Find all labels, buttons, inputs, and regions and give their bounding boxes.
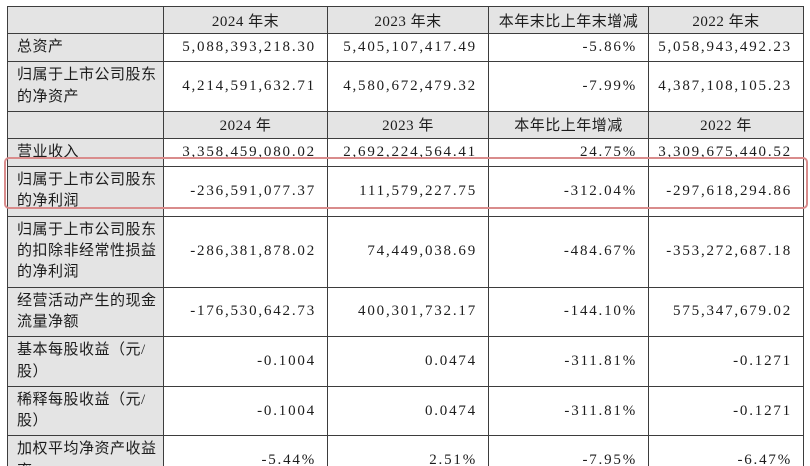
value-cell: 0.0474: [327, 336, 489, 387]
column-header-cell: 本年末比上年末增减: [488, 6, 649, 34]
value-cell: -7.99%: [488, 61, 649, 112]
row-label-cell: 基本每股收益（元/股）: [7, 336, 164, 387]
value-cell: -311.81%: [488, 336, 649, 387]
value-cell: -176,530,642.73: [163, 286, 328, 338]
value-cell: 3,309,675,440.52: [648, 137, 804, 168]
value-cell: -286,381,878.02: [163, 215, 328, 288]
value-cell: 2,692,224,564.41: [327, 137, 489, 168]
corner-cell: [7, 6, 164, 34]
row-label-cell: 加权平均净资产收益率: [7, 435, 164, 466]
row-label-cell: 营业收入: [7, 137, 164, 168]
table-row-basic-eps: 基本每股收益（元/股） -0.1004 0.0474 -311.81% -0.1…: [7, 336, 804, 387]
value-cell: -0.1004: [163, 336, 328, 387]
value-cell: -5.44%: [163, 435, 328, 466]
table-header-row-yearend: 2024 年末 2023 年末 本年末比上年末增减 2022 年末: [7, 6, 804, 34]
value-cell: 24.75%: [488, 137, 649, 168]
value-cell: -311.81%: [488, 385, 649, 437]
value-cell: -312.04%: [488, 166, 649, 217]
table-row-total-assets: 总资产 5,088,393,218.30 5,405,107,417.49 -5…: [7, 32, 804, 63]
value-cell: -236,591,077.37: [163, 166, 328, 217]
row-label-cell: 总资产: [7, 32, 164, 63]
value-cell: -5.86%: [488, 32, 649, 63]
value-cell: -297,618,294.86: [648, 166, 804, 217]
table-row-revenue: 营业收入 3,358,459,080.02 2,692,224,564.41 2…: [7, 137, 804, 168]
row-label-cell: 归属于上市公司股东的净利润: [7, 166, 164, 217]
table-row-net-profit-excl-nonrecurring: 归属于上市公司股东的扣除非经常性损益的净利润 -286,381,878.02 7…: [7, 215, 804, 288]
value-cell: 74,449,038.69: [327, 215, 489, 288]
value-cell: 5,088,393,218.30: [163, 32, 328, 63]
value-cell: -0.1004: [163, 385, 328, 437]
corner-cell: [7, 110, 164, 139]
column-header-cell: 2023 年末: [327, 6, 489, 34]
value-cell: -6.47%: [648, 435, 804, 466]
value-cell: -0.1271: [648, 336, 804, 387]
column-header-cell: 2023 年: [327, 110, 489, 139]
value-cell: -7.95%: [488, 435, 649, 466]
value-cell: 575,347,679.02: [648, 286, 804, 338]
table-row-operating-cash-flow: 经营活动产生的现金流量净额 -176,530,642.73 400,301,73…: [7, 286, 804, 338]
value-cell: 3,358,459,080.02: [163, 137, 328, 168]
value-cell: 400,301,732.17: [327, 286, 489, 338]
value-cell: -0.1271: [648, 385, 804, 437]
table-row-diluted-eps: 稀释每股收益（元/股） -0.1004 0.0474 -311.81% -0.1…: [7, 385, 804, 437]
value-cell: 2.51%: [327, 435, 489, 466]
value-cell: 4,214,591,632.71: [163, 61, 328, 112]
value-cell: -353,272,687.18: [648, 215, 804, 288]
column-header-cell: 2024 年末: [163, 6, 328, 34]
table-row-weighted-avg-roe: 加权平均净资产收益率 -5.44% 2.51% -7.95% -6.47%: [7, 435, 804, 466]
row-label-cell: 归属于上市公司股东的净资产: [7, 61, 164, 112]
value-cell: -144.10%: [488, 286, 649, 338]
table-row-net-assets: 归属于上市公司股东的净资产 4,214,591,632.71 4,580,672…: [7, 61, 804, 112]
value-cell: 5,405,107,417.49: [327, 32, 489, 63]
financial-summary-table: 2024 年末 2023 年末 本年末比上年末增减 2022 年末 总资产 5,…: [7, 6, 804, 466]
column-header-cell: 2022 年末: [648, 6, 804, 34]
value-cell: 4,580,672,479.32: [327, 61, 489, 112]
row-label-cell: 经营活动产生的现金流量净额: [7, 286, 164, 338]
table-row-net-profit: 归属于上市公司股东的净利润 -236,591,077.37 111,579,22…: [7, 166, 804, 217]
value-cell: 111,579,227.75: [327, 166, 489, 217]
row-label-cell: 稀释每股收益（元/股）: [7, 385, 164, 437]
row-label-cell: 归属于上市公司股东的扣除非经常性损益的净利润: [7, 215, 164, 288]
value-cell: 0.0474: [327, 385, 489, 437]
column-header-cell: 本年比上年增减: [488, 110, 649, 139]
value-cell: -484.67%: [488, 215, 649, 288]
value-cell: 5,058,943,492.23: [648, 32, 804, 63]
column-header-cell: 2022 年: [648, 110, 804, 139]
value-cell: 4,387,108,105.23: [648, 61, 804, 112]
column-header-cell: 2024 年: [163, 110, 328, 139]
table-header-row-year: 2024 年 2023 年 本年比上年增减 2022 年: [7, 110, 804, 139]
